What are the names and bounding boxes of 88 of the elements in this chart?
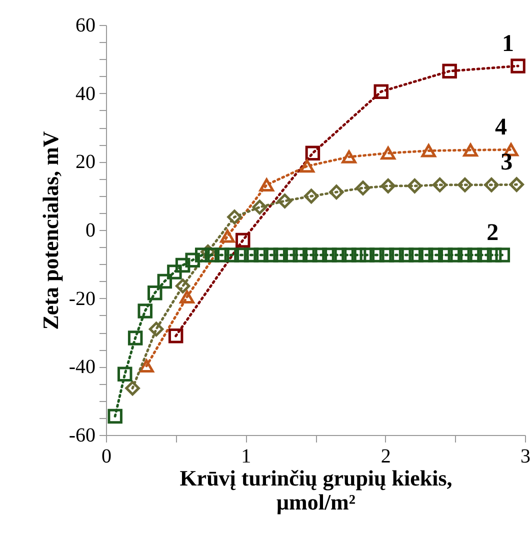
- point: [185, 252, 200, 268]
- point: [128, 330, 143, 346]
- point: [486, 248, 502, 262]
- point: [351, 248, 366, 262]
- y-tick-label: 20: [76, 151, 96, 174]
- x-axis-title: Krūvį turinčių grupių kiekis, μmol/m²: [180, 466, 452, 514]
- point: [227, 210, 242, 224]
- y-tick-label: 40: [76, 82, 96, 105]
- point: [148, 285, 162, 300]
- point: [273, 248, 288, 262]
- point: [360, 248, 375, 262]
- point: [484, 178, 499, 192]
- point: [204, 248, 220, 262]
- point: [236, 232, 250, 248]
- point: [463, 143, 478, 157]
- y-tick-label: 0: [86, 220, 96, 242]
- point: [509, 177, 524, 192]
- point: [224, 248, 240, 262]
- point: [254, 248, 268, 262]
- point: [458, 178, 472, 192]
- point: [108, 408, 122, 424]
- point: [305, 146, 320, 160]
- point: [510, 58, 526, 74]
- series-label: 3: [500, 150, 513, 176]
- point: [342, 150, 356, 164]
- point: [138, 304, 152, 318]
- point: [407, 178, 422, 194]
- x-tick-label: 3: [520, 446, 530, 468]
- point: [398, 248, 414, 262]
- point: [370, 248, 384, 262]
- point: [312, 248, 328, 262]
- y-tick-label: -60: [68, 424, 96, 446]
- point: [302, 248, 318, 262]
- y-tick-label: -20: [68, 288, 96, 310]
- y-tick-label: -40: [68, 356, 96, 378]
- point: [374, 84, 389, 99]
- point: [252, 200, 268, 214]
- point: [477, 248, 492, 262]
- point: [125, 380, 140, 396]
- point: [448, 248, 463, 262]
- point: [458, 248, 472, 262]
- point: [263, 248, 278, 262]
- point: [175, 258, 190, 273]
- point: [244, 248, 259, 262]
- point: [259, 178, 274, 192]
- point: [356, 180, 370, 196]
- point: [304, 188, 319, 204]
- x-tick-label: 2: [380, 446, 391, 468]
- point: [379, 248, 394, 262]
- point: [220, 230, 235, 243]
- point: [234, 248, 249, 262]
- point: [329, 184, 344, 200]
- point: [495, 248, 510, 262]
- point: [148, 322, 164, 336]
- point: [175, 278, 190, 294]
- series-label: 1: [502, 31, 514, 57]
- point: [292, 248, 308, 262]
- x-tick-label: 1: [241, 446, 252, 468]
- point: [194, 248, 210, 262]
- point: [180, 290, 194, 304]
- point: [332, 248, 347, 262]
- point: [214, 248, 230, 262]
- point: [432, 178, 448, 192]
- point: [282, 248, 298, 262]
- point: [438, 248, 453, 262]
- point: [418, 248, 434, 262]
- point: [277, 194, 292, 208]
- point: [300, 160, 314, 173]
- point: [442, 64, 457, 78]
- series-label: 4: [495, 114, 508, 141]
- point: [428, 248, 443, 262]
- series-label: 2: [486, 220, 499, 246]
- point: [380, 146, 396, 160]
- point: [167, 264, 182, 280]
- point: [168, 328, 184, 344]
- point: [380, 178, 396, 194]
- point: [342, 248, 356, 262]
- x-tick-label: 0: [102, 446, 112, 468]
- point: [139, 359, 154, 373]
- point: [408, 248, 424, 262]
- point: [467, 248, 482, 262]
- point: [421, 144, 436, 158]
- point: [389, 248, 404, 262]
- y-tick-label: 60: [76, 14, 96, 36]
- point: [322, 248, 337, 262]
- point: [117, 366, 132, 382]
- y-axis-title: Zeta potencialas, mV: [38, 131, 63, 330]
- point: [157, 274, 172, 289]
